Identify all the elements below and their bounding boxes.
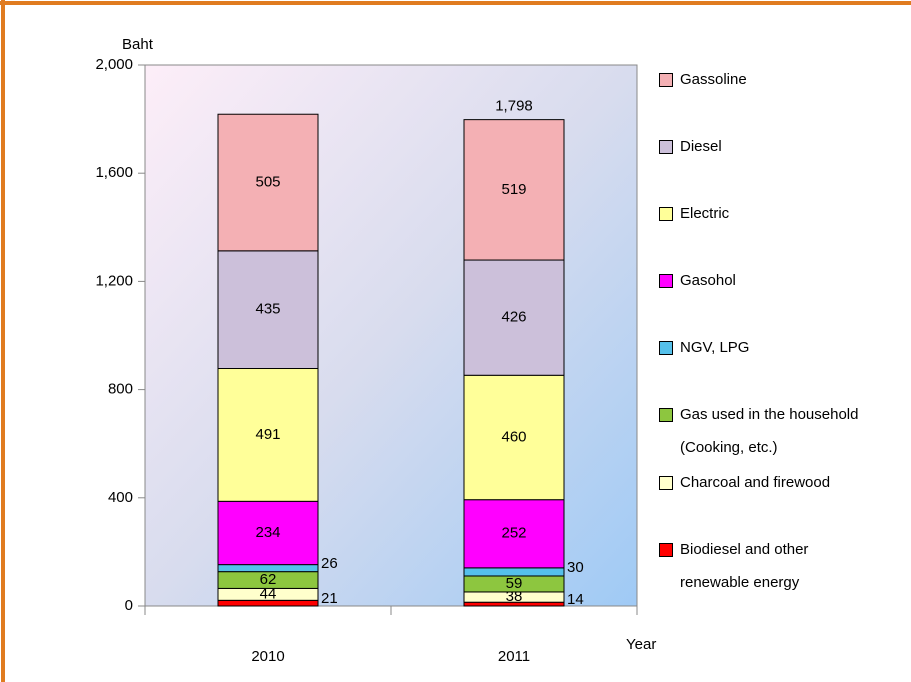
data-label: 252 [501, 525, 526, 542]
data-label: 505 [255, 174, 280, 191]
data-label: 519 [501, 181, 526, 198]
legend-swatch [659, 207, 673, 221]
legend-swatch [659, 476, 673, 490]
data-label: 234 [255, 524, 280, 541]
bar-segment [463, 259, 565, 376]
data-label: 30 [567, 559, 584, 576]
legend-label: Biodiesel and other renewable energy [680, 541, 809, 591]
bar-segment [217, 564, 319, 573]
data-label: 44 [260, 585, 277, 602]
legend-swatch [659, 73, 673, 87]
legend-swatch [659, 140, 673, 154]
data-label: 491 [255, 426, 280, 443]
legend-label: Diesel [680, 138, 722, 155]
bar-segment [217, 368, 319, 502]
data-label: 460 [501, 428, 526, 445]
bar-segment [463, 119, 565, 261]
data-label: 59 [506, 575, 523, 592]
legend-label: NGV, LPG [680, 339, 750, 356]
legend-swatch [659, 274, 673, 288]
legend-swatch [659, 543, 673, 557]
x-tick-label: 2011 [498, 648, 530, 665]
data-label: 26 [321, 555, 338, 572]
y-axis-title: Baht [122, 36, 154, 53]
x-axis-title: Year [626, 636, 656, 653]
legend-label: Electric [680, 205, 730, 222]
bar-segment [463, 499, 565, 569]
y-tick-label: 400 [108, 489, 133, 506]
legend-label: Charcoal and firewood [680, 474, 831, 491]
data-label: 62 [260, 571, 277, 588]
legend-label: Gassoline [680, 71, 747, 88]
legend-swatch [659, 341, 673, 355]
bar-segment [217, 113, 319, 252]
bar-segment [217, 500, 319, 566]
total-label: 1,798 [495, 98, 533, 115]
bar-segment [217, 250, 319, 370]
bar-segment [463, 567, 565, 577]
legend-label: Gasohol [680, 272, 736, 289]
x-tick-label: 2010 [251, 648, 284, 665]
y-tick-label: 0 [125, 597, 133, 614]
data-label: 14 [567, 591, 584, 608]
data-label: 426 [501, 309, 526, 326]
y-tick-label: 2,000 [95, 56, 133, 73]
data-label: 435 [255, 301, 280, 318]
legend-swatch [659, 408, 673, 422]
legend-label: Gas used in the household (Cooking, etc.… [680, 406, 859, 456]
y-tick-label: 800 [108, 381, 133, 398]
data-label: 21 [321, 590, 338, 607]
y-tick-label: 1,600 [95, 164, 133, 181]
y-tick-label: 1,200 [95, 272, 133, 289]
